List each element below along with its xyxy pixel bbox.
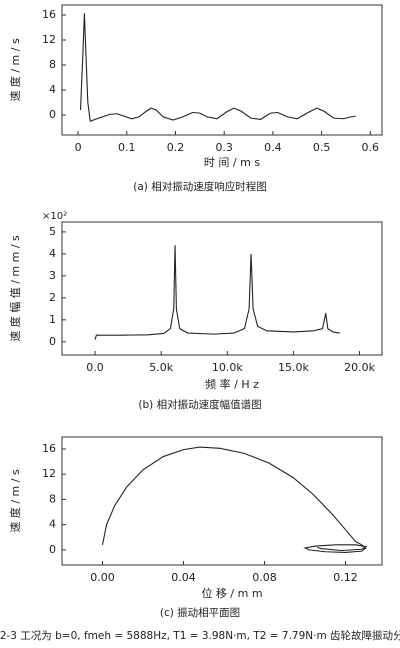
data-line — [94, 245, 340, 340]
x-tick-label: 0.0 — [86, 361, 104, 374]
y-tick-label: 0 — [49, 108, 56, 121]
y-tick-label: 8 — [49, 492, 56, 505]
plot-frame — [61, 4, 383, 136]
x-tick-label: 0.2 — [167, 141, 185, 154]
x-axis-label: 位 移 / m m — [201, 586, 262, 600]
y-axis-label: 速 度 / m / s — [8, 469, 22, 533]
y-multiplier: ×10² — [42, 211, 67, 222]
x-tick-label: 0.6 — [362, 141, 380, 154]
x-tick-label: 0.5 — [313, 141, 331, 154]
x-tick-label: 20.0k — [344, 361, 375, 374]
y-tick-label: 5 — [49, 225, 56, 238]
x-tick-label: 0.00 — [90, 571, 115, 584]
x-tick-label: 0.4 — [264, 141, 282, 154]
subfigure-caption: (c) 振动相平面图 — [160, 606, 240, 619]
subfigure-caption: (b) 相对振动速度幅值谱图 — [138, 398, 261, 411]
y-tick-label: 2 — [49, 291, 56, 304]
x-tick-label: 10.0k — [212, 361, 243, 374]
data-line — [101, 446, 368, 553]
plot-frame — [61, 436, 383, 566]
x-tick-label: 0.3 — [215, 141, 233, 154]
y-tick-label: 8 — [49, 58, 56, 71]
x-tick-label: 0.04 — [171, 571, 196, 584]
y-tick-label: 4 — [49, 247, 56, 260]
y-tick-label: 12 — [42, 467, 56, 480]
y-tick-label: 4 — [49, 518, 56, 531]
y-tick-label: 16 — [42, 8, 56, 21]
x-tick-label: 15.0k — [278, 361, 309, 374]
figure-caption: 图 2-3 工况为 b=0, fmeh = 5888Hz, T1 = 3.98N… — [0, 629, 400, 642]
y-tick-label: 1 — [49, 313, 56, 326]
x-tick-label: 0 — [75, 141, 82, 154]
data-line — [79, 13, 356, 123]
x-tick-label: 0.1 — [118, 141, 136, 154]
plot-frame — [61, 221, 383, 356]
x-tick-label: 0.08 — [252, 571, 277, 584]
y-tick-label: 4 — [49, 83, 56, 96]
x-tick-label: 5.0k — [149, 361, 173, 374]
x-axis-label: 时 间 / m s — [204, 156, 260, 169]
y-tick-label: 16 — [42, 442, 56, 455]
x-axis-label: 频 率 / H z — [205, 377, 259, 391]
y-tick-label: 12 — [42, 33, 56, 46]
y-tick-label: 3 — [49, 269, 56, 282]
y-axis-label: 速 度 / m / s — [8, 38, 22, 102]
y-tick-label: 0 — [49, 543, 56, 556]
y-tick-label: 0 — [49, 335, 56, 348]
y-axis-label: 速 度 幅 值 / m m / s — [8, 235, 22, 342]
x-tick-label: 0.12 — [333, 571, 358, 584]
subfigure-caption: (a) 相对振动速度响应时程图 — [133, 180, 266, 193]
